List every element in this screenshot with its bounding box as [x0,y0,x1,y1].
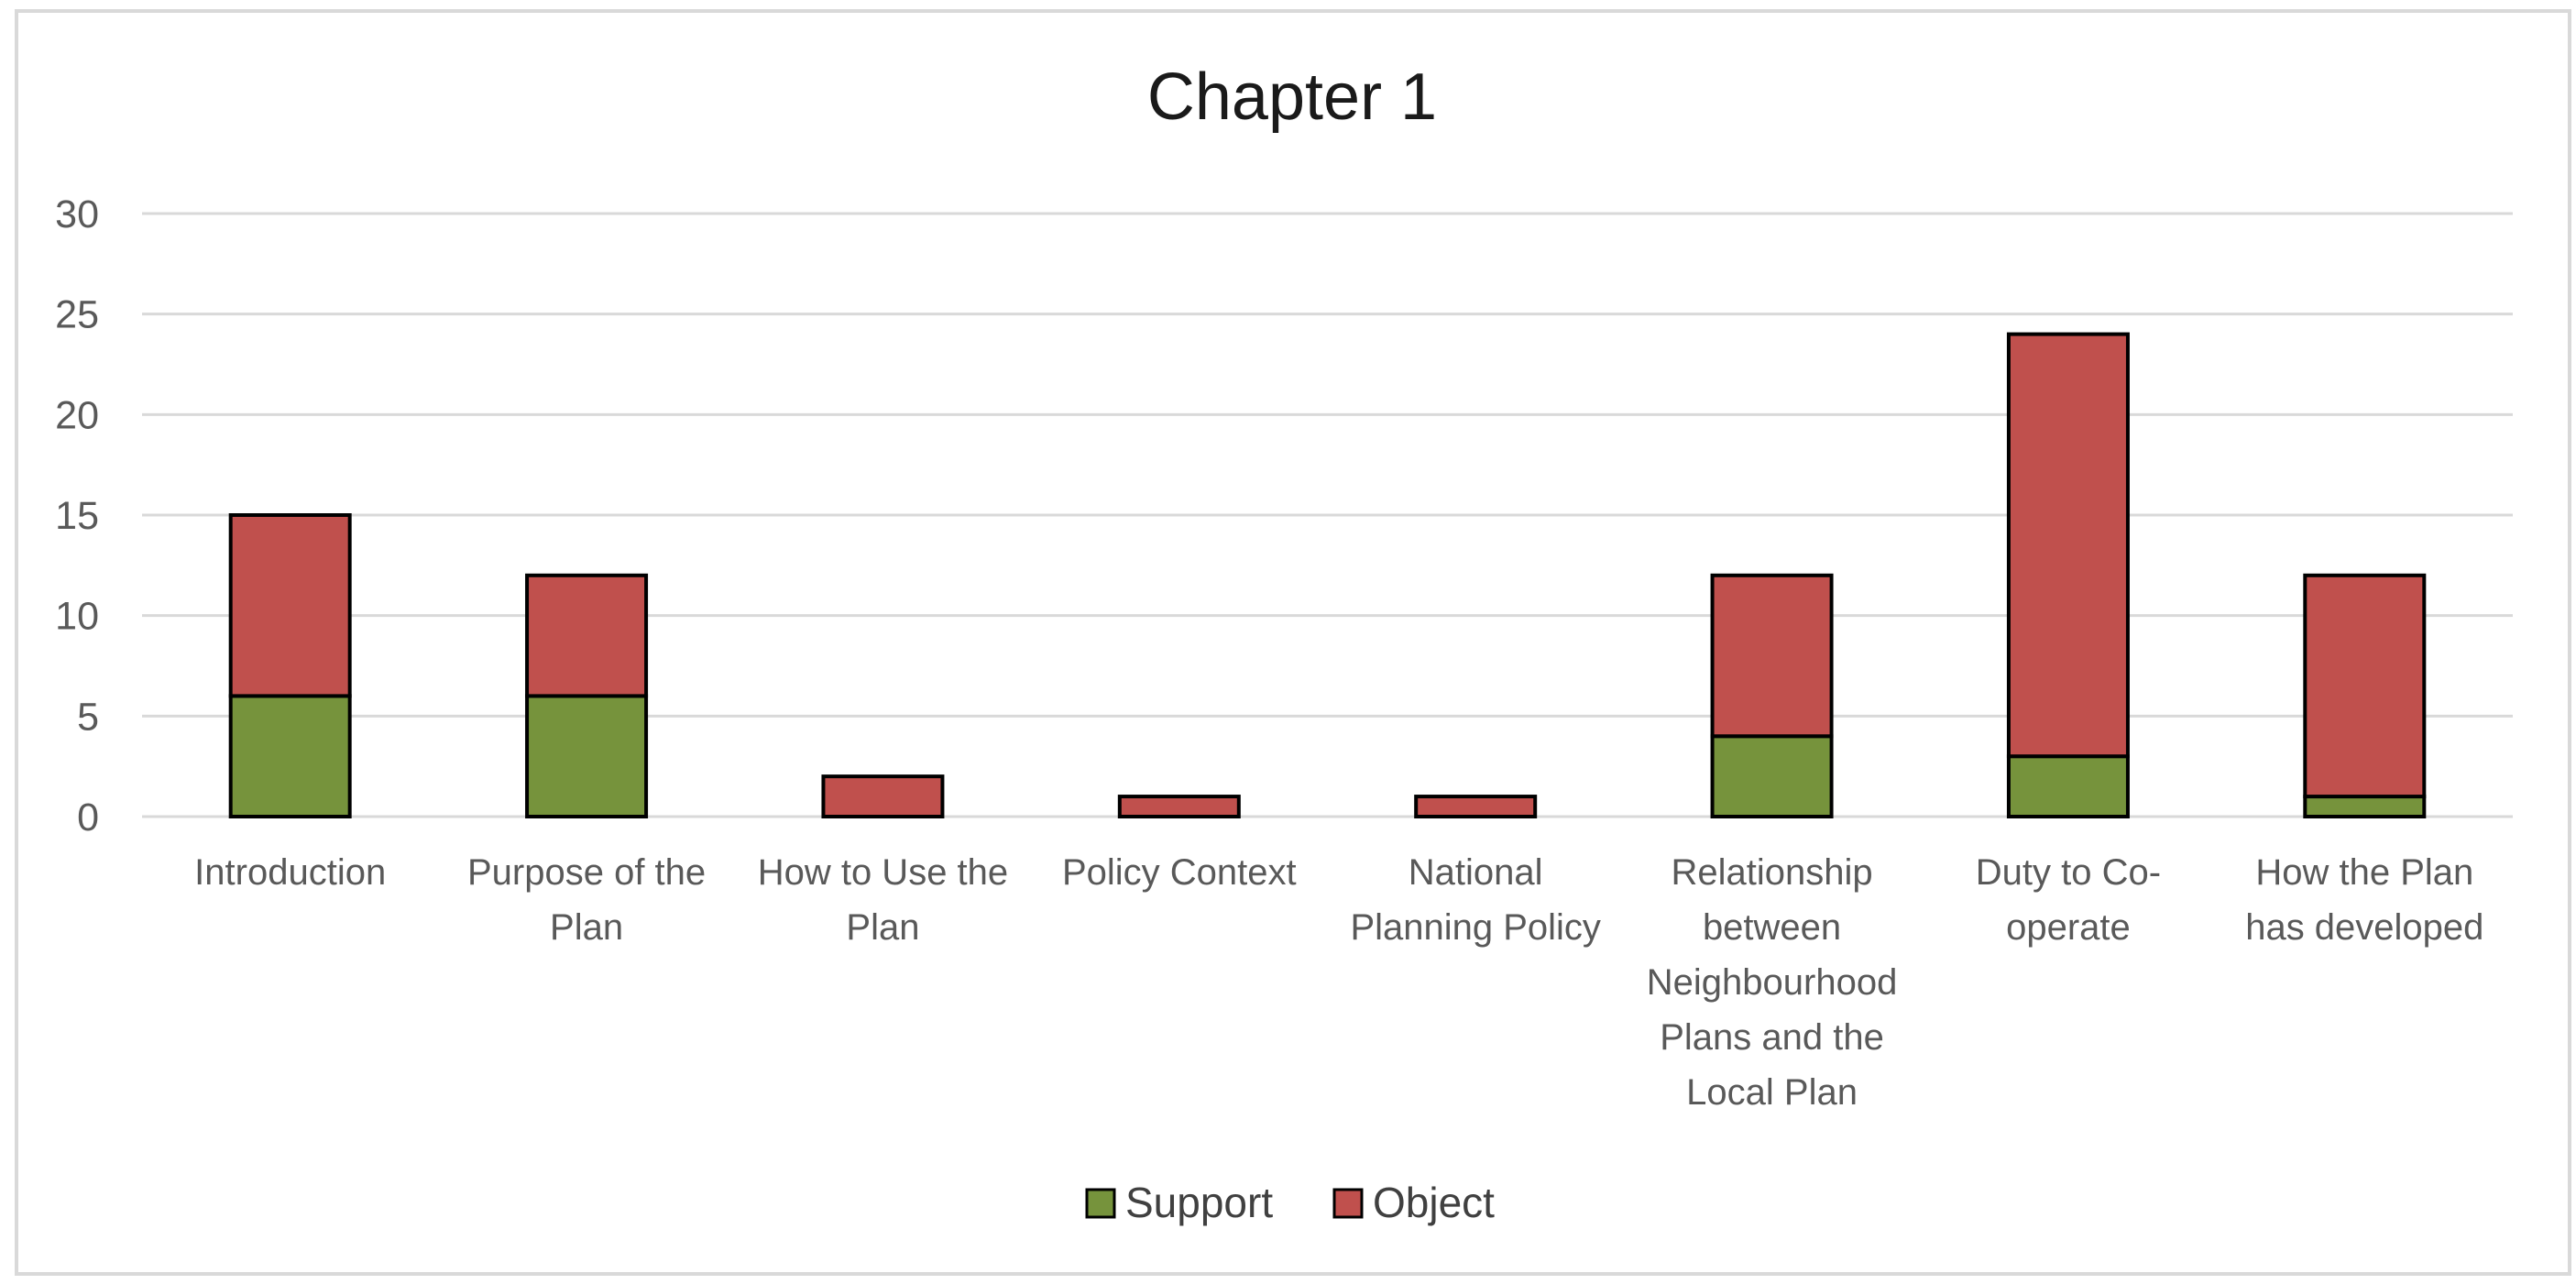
x-category-label: Duty to Co-operate [1976,852,2161,948]
x-category-label-line: has developed [2245,907,2483,948]
x-category-label-line: Relationship [1671,852,1872,893]
bars [228,332,2427,819]
legend: Support Object [1085,1179,1495,1226]
x-category-label: Relationship between Neighbourhood Plans an… [1647,852,1898,1113]
legend-swatch-object [1332,1188,1364,1219]
x-category-label-line: Duty to Co- [1976,852,2161,893]
x-category-label-line: operate [2006,907,2131,948]
x-category-label: How to Use the Plan [758,852,1008,948]
x-category-label-line: Local Plan [1686,1072,1858,1113]
x-category-label: National Planning Policy [1350,852,1601,948]
legend-swatch-support [1085,1188,1116,1219]
x-category-label-line: National [1409,852,1543,893]
bar-support-1 [228,694,352,819]
gridlines [142,212,2513,818]
y-tick-label: 15 [55,494,99,538]
bar-object-3 [821,774,945,819]
x-category-label: Purpose of the Plan [467,852,706,948]
legend-label-object: Object [1373,1179,1495,1226]
bar-object-5 [1414,795,1538,818]
bar-object-7 [2006,332,2130,759]
legend-label-support: Support [1125,1179,1273,1226]
x-category-label-line: How the Plan [2255,852,2473,893]
chart-frame [15,9,2571,1276]
x-category-label: Introduction [194,852,386,893]
y-tick-label: 0 [77,796,99,840]
x-category-label-line: Plans and the [1660,1017,1884,1058]
bar-support-2 [525,694,649,819]
x-category-label-line: Plan [846,907,919,948]
x-category-label-line: Introduction [194,852,386,893]
x-category-label-line: Policy Context [1062,852,1297,893]
bar-support-8 [2303,795,2427,818]
y-tick-label: 30 [55,192,99,236]
bar-support-7 [2006,754,2130,819]
bar-object-8 [2303,573,2427,799]
bar-object-1 [228,513,352,698]
chart-title: Chapter 1 [1147,60,1437,134]
x-category-label-line: Neighbourhood [1647,962,1898,1003]
y-tick-label: 25 [55,293,99,337]
x-category-label-line: Purpose of the [467,852,706,893]
x-category-label-line: between [1703,907,1841,948]
bar-object-6 [1710,573,1834,739]
bar-object-4 [1117,795,1241,818]
bar-object-2 [525,573,649,698]
x-category-label-line: Planning Policy [1350,907,1601,948]
x-category-label: How the Plan has developed [2245,852,2483,948]
y-tick-label: 20 [55,393,99,437]
bar-support-6 [1710,734,1834,818]
y-tick-label: 5 [77,695,99,739]
y-tick-label: 10 [55,595,99,639]
x-category-label: Policy Context [1062,852,1297,893]
y-axis-tick-labels: 0 5 10 15 20 25 30 [55,192,99,840]
x-category-label-line: Plan [550,907,623,948]
x-category-label-line: How to Use the [758,852,1008,893]
